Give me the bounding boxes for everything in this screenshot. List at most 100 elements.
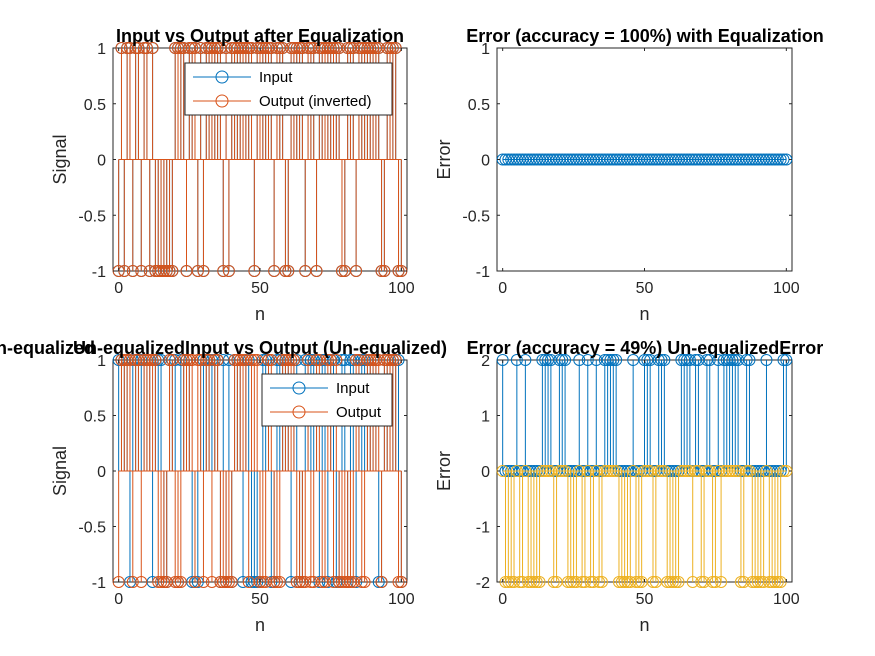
stem-marker: [655, 354, 668, 366]
stem-marker: [519, 354, 532, 366]
stem-marker: [553, 465, 566, 477]
x-tick-label: 0: [498, 591, 507, 608]
y-tick-label: -0.5: [462, 208, 490, 225]
stem-marker: [285, 354, 298, 366]
stem-marker: [146, 354, 159, 366]
x-tick-label: 50: [251, 591, 269, 608]
legend-label: Output (inverted): [259, 93, 372, 110]
y-tick-label: -1: [92, 264, 106, 281]
stem-marker: [743, 354, 756, 366]
chart-title: Un-equalizedInput vs Output (Un-equalize…: [73, 338, 447, 358]
subplot-p4: 0 50 100 -2 -1 0 1 2 n Error Error (accuracy = 49%…: [434, 338, 823, 635]
stem-marker: [163, 354, 176, 366]
stem-marker: [777, 354, 790, 366]
stem-marker: [386, 42, 399, 54]
stem-marker: [149, 354, 162, 366]
stem-marker: [222, 576, 235, 588]
stem-marker: [740, 354, 753, 366]
stem-marker: [573, 354, 586, 366]
stem-marker: [723, 465, 736, 477]
stem-marker: [774, 153, 787, 166]
legend-marker: [215, 94, 229, 108]
stem-marker: [675, 465, 688, 477]
stem-marker: [672, 576, 685, 588]
stem-marker: [510, 354, 523, 366]
stem-marker: [760, 354, 773, 366]
stem-marker: [610, 354, 623, 366]
x-axis-label: n: [255, 304, 265, 324]
x-axis-label: n: [639, 615, 649, 635]
x-tick-label: 100: [773, 591, 800, 608]
y-tick-label: -0.5: [78, 208, 106, 225]
stem-marker: [211, 354, 224, 366]
stem-marker: [163, 265, 176, 277]
stem-marker: [186, 42, 199, 54]
y-tick-label: 1: [481, 409, 490, 426]
legend: Input Output (inverted): [184, 62, 393, 116]
stem-marker: [559, 354, 572, 366]
x-tick-label: 50: [251, 280, 269, 297]
x-tick-label: 100: [773, 280, 800, 297]
stem-marker: [310, 265, 323, 277]
x-tick-label: 50: [636, 280, 654, 297]
y-tick-label: 2: [481, 353, 490, 370]
stem-marker: [166, 265, 179, 277]
stem-marker: [135, 265, 148, 277]
stem-marker: [287, 354, 300, 366]
x-axis-label: n: [639, 304, 649, 324]
subplot-p1: 0 50 100 -1 -0.5 0 0.5 1 n Signal Input vs Output …: [50, 26, 415, 324]
y-tick-label: 0: [481, 153, 490, 170]
y-tick-label: 0: [481, 464, 490, 481]
stem-marker: [126, 265, 139, 277]
y-tick-label: -1: [476, 520, 490, 537]
legend: Input Output: [261, 373, 393, 427]
stem-marker: [726, 465, 739, 477]
stem-marker: [703, 354, 716, 366]
y-tick-label: -1: [92, 575, 106, 592]
y-tick-label: 0.5: [468, 97, 490, 114]
legend-label: Input: [259, 69, 293, 86]
y-axis-label: Error: [434, 139, 454, 179]
stem-marker: [777, 153, 790, 166]
stem-marker: [536, 465, 549, 477]
stem-marker: [188, 576, 201, 588]
stem-marker: [595, 576, 608, 588]
stem-marker: [135, 576, 148, 588]
x-tick-label: 50: [636, 591, 654, 608]
stem-marker: [208, 354, 221, 366]
stem-marker: [715, 576, 728, 588]
stem-marker: [771, 153, 784, 166]
legend-marker: [215, 70, 229, 84]
stem-marker: [771, 576, 784, 588]
legend-box: [261, 373, 393, 427]
subplot-p3: 0 50 100 -1 -0.5 0 0.5 1 n Signal Un-equalizedInpu…: [0, 338, 447, 635]
y-tick-label: 1: [481, 41, 490, 58]
stem-marker: [378, 265, 391, 277]
stem-marker: [197, 265, 210, 277]
x-tick-label: 100: [388, 280, 415, 297]
stem-marker: [321, 354, 334, 366]
y-tick-label: -1: [476, 264, 490, 281]
stem-marker: [350, 265, 363, 277]
stem-marker: [647, 576, 660, 588]
stem-marker: [222, 265, 235, 277]
stem-marker: [330, 354, 343, 366]
stem-marker: [533, 576, 546, 588]
x-tick-label: 0: [498, 280, 507, 297]
stem-marker: [146, 42, 159, 54]
legend-label: Input: [336, 380, 370, 397]
legend-marker: [292, 405, 306, 419]
stem-marker: [777, 465, 790, 477]
stem-marker: [638, 465, 651, 477]
stem-marker: [658, 354, 671, 366]
stem-marker: [335, 265, 348, 277]
stem-marker: [386, 354, 399, 366]
stem-marker: [607, 354, 620, 366]
chart-title: Input vs Output after Equalization: [116, 26, 404, 46]
chart-title: Error (accuracy = 49%) Un-equalizedError: [467, 338, 824, 358]
stem-marker: [273, 576, 286, 588]
stem-marker: [197, 576, 210, 588]
series-output: [112, 354, 408, 588]
stem-marker: [556, 354, 569, 366]
